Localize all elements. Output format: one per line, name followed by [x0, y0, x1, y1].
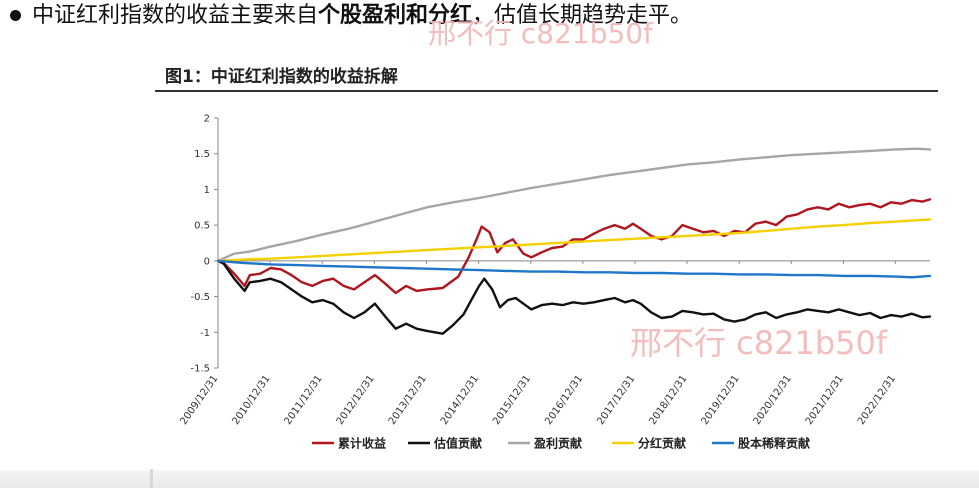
x-tick-label: 2010/12/31	[231, 373, 273, 427]
bottom-band	[0, 470, 979, 488]
y-tick-label: 0	[204, 256, 210, 267]
watermark: 邢不行 c821b50f	[630, 324, 888, 362]
x-tick-label: 2022/12/31	[856, 373, 898, 427]
bottom-separator	[150, 469, 153, 488]
headline-text-1: 中证红利指数的收益主要来自	[32, 3, 319, 28]
x-tick-label: 2012/12/31	[335, 373, 377, 427]
x-tick-label: 2020/12/31	[752, 373, 794, 427]
x-tick-label: 2009/12/31	[178, 373, 220, 427]
y-tick-label: 1	[204, 185, 210, 196]
x-tick-label: 2011/12/31	[283, 373, 325, 427]
headline-text-bold: 个股盈利和分红	[318, 3, 473, 28]
legend-label: 累计收益	[338, 436, 386, 451]
headline: 中证红利指数的收益主要来自个股盈利和分红，估值长期趋势走平。	[32, 1, 692, 31]
x-tick-label: 2013/12/31	[387, 373, 429, 427]
legend-label: 分红贡献	[638, 436, 686, 451]
y-tick-label: -1	[200, 328, 210, 339]
series-line-1	[216, 198, 932, 295]
x-tick-label: 2015/12/31	[491, 373, 533, 427]
x-tick-label: 2014/12/31	[439, 373, 481, 427]
y-tick-label: 0.5	[194, 221, 210, 232]
x-tick-label: 2018/12/31	[647, 373, 689, 427]
legend-label: 股本稀释贡献	[738, 436, 810, 451]
x-tick-label: 2019/12/31	[700, 373, 742, 427]
x-tick-label: 2016/12/31	[543, 373, 585, 427]
series-line-3	[216, 147, 932, 263]
y-tick-label: -0.5	[190, 292, 210, 303]
y-tick-label: 2	[204, 114, 210, 125]
y-tick-label: 1.5	[194, 149, 210, 160]
x-tick-label: 2017/12/31	[595, 373, 637, 427]
series-line-2	[216, 259, 932, 335]
series-line-4	[216, 218, 932, 263]
y-tick-label: -1.5	[190, 364, 210, 375]
watermark: 邢不行 c821b50f	[428, 17, 653, 50]
bullet-icon	[10, 10, 21, 21]
legend-label: 盈利贡献	[533, 436, 582, 451]
headline-text-2: ，估值长期趋势走平。	[472, 3, 693, 28]
series-line-5	[216, 259, 932, 279]
figure-title: 图1：中证红利指数的收益拆解	[165, 67, 398, 87]
title-divider	[155, 90, 938, 92]
legend-label: 估值贡献	[433, 436, 482, 451]
x-tick-label: 2021/12/31	[804, 373, 846, 427]
